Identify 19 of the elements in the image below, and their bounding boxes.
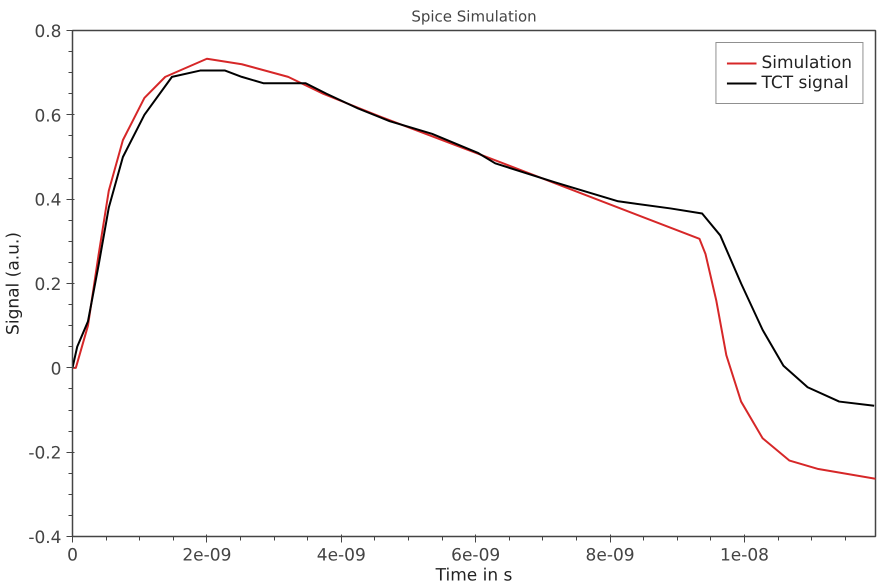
y-tick-label: 0 <box>50 359 62 380</box>
x-axis-title: Time in s <box>434 566 513 586</box>
y-tick-label: -0.4 <box>28 528 62 548</box>
x-tick-label: 4e-09 <box>316 546 366 566</box>
y-tick-label: 0.8 <box>34 22 62 42</box>
x-tick-label: 0 <box>67 546 78 566</box>
x-tick-label: 1e-08 <box>720 546 769 566</box>
x-tick-label: 8e-09 <box>586 546 635 566</box>
x-tick-label: 2e-09 <box>182 546 232 566</box>
legend-label: TCT signal <box>761 73 849 93</box>
x-tick-label: 6e-09 <box>451 546 500 566</box>
y-tick-label: 0.6 <box>34 106 62 126</box>
chart-title: Spice Simulation <box>411 8 537 26</box>
y-tick-label: 0.2 <box>34 275 62 295</box>
y-tick-label: -0.2 <box>28 444 62 464</box>
y-axis-title: Signal (a.u.) <box>3 232 24 335</box>
legend-label: Simulation <box>761 53 852 73</box>
y-tick-label: 0.4 <box>34 190 62 211</box>
line-series <box>72 70 876 407</box>
